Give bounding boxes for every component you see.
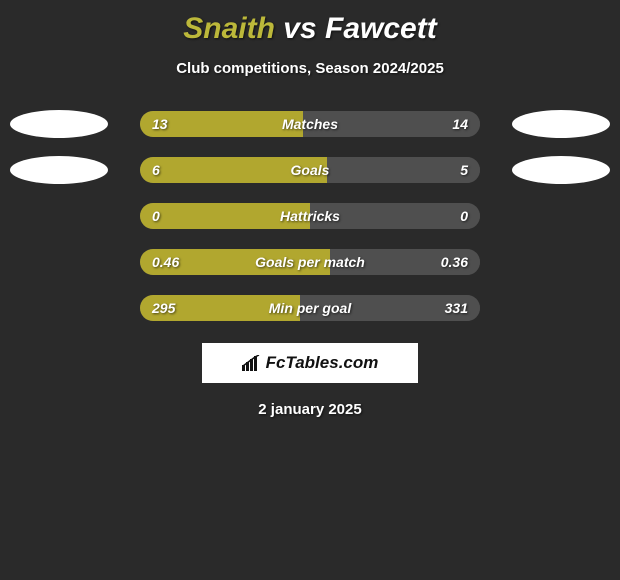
stat-label: Matches: [140, 111, 480, 137]
logo-text: FcTables.com: [266, 353, 379, 373]
date-text: 2 january 2025: [0, 401, 620, 418]
stat-row: 65Goals: [0, 157, 620, 183]
stat-row: 295331Min per goal: [0, 295, 620, 321]
stat-row: 00Hattricks: [0, 203, 620, 229]
stat-label: Goals: [140, 157, 480, 183]
subtitle: Club competitions, Season 2024/2025: [0, 60, 620, 77]
left-oval: [10, 156, 108, 184]
stat-label: Goals per match: [140, 249, 480, 275]
stat-row: 1314Matches: [0, 111, 620, 137]
stat-bar: 1314Matches: [140, 111, 480, 137]
chart-bars-icon: [242, 355, 262, 371]
logo: FcTables.com: [242, 353, 379, 373]
stat-bar: 00Hattricks: [140, 203, 480, 229]
page-title: Snaith vs Fawcett: [0, 0, 620, 46]
left-oval: [10, 110, 108, 138]
stat-label: Min per goal: [140, 295, 480, 321]
stat-bar: 295331Min per goal: [140, 295, 480, 321]
stat-row: 0.460.36Goals per match: [0, 249, 620, 275]
right-oval: [512, 110, 610, 138]
comparison-rows: 1314Matches 65Goals 00Hattricks 0.460.36Goa…: [0, 111, 620, 321]
title-player1: Snaith: [183, 12, 275, 45]
stat-bar: 0.460.36Goals per match: [140, 249, 480, 275]
title-player2: Fawcett: [325, 12, 437, 45]
logo-box: FcTables.com: [202, 343, 418, 383]
right-oval: [512, 156, 610, 184]
title-vs: vs: [283, 12, 316, 45]
stat-label: Hattricks: [140, 203, 480, 229]
stat-bar: 65Goals: [140, 157, 480, 183]
